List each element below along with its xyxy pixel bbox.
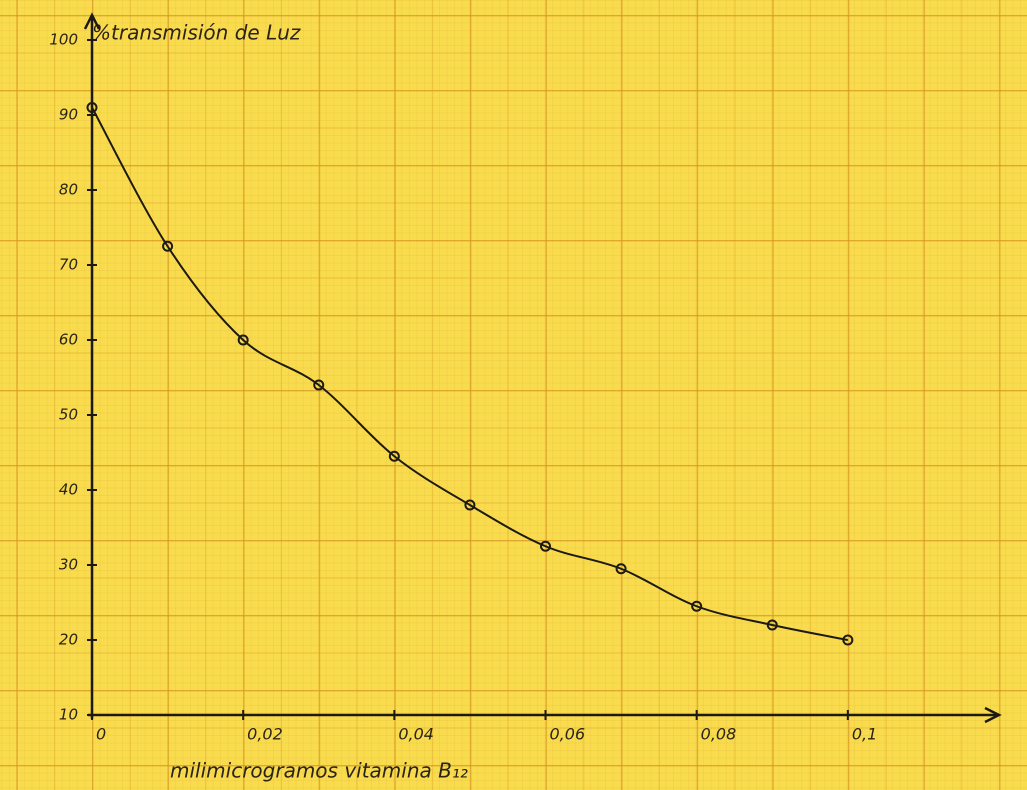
y-tick-label: 70 bbox=[59, 256, 78, 274]
y-tick-label: 90 bbox=[59, 106, 78, 124]
x-tick-label: 0,02 bbox=[247, 725, 283, 744]
x-tick-label: 0,1 bbox=[852, 725, 877, 744]
chart: %transmisión de Luz milimicrogramos vita… bbox=[0, 0, 1027, 790]
y-tick-label: 100 bbox=[49, 31, 78, 49]
x-tick-label: 0,04 bbox=[398, 725, 434, 744]
chart-title: %transmisión de Luz bbox=[92, 21, 301, 45]
x-tick-label: 0,08 bbox=[701, 725, 737, 744]
x-tick-label: 0 bbox=[96, 725, 106, 744]
y-tick-label: 20 bbox=[59, 631, 78, 649]
x-axis-label: milimicrogramos vitamina B₁₂ bbox=[170, 759, 468, 783]
y-tick-label: 10 bbox=[59, 706, 78, 724]
y-tick-label: 50 bbox=[59, 406, 78, 424]
y-tick-label: 80 bbox=[59, 181, 78, 199]
x-tick-label: 0,06 bbox=[550, 725, 586, 744]
fit-curve bbox=[92, 108, 848, 641]
y-tick-label: 40 bbox=[59, 481, 78, 499]
y-tick-label: 60 bbox=[59, 331, 78, 349]
page: {"chart_data": {"type": "scatter", "titl… bbox=[0, 0, 1027, 790]
y-tick-label: 30 bbox=[59, 556, 78, 574]
